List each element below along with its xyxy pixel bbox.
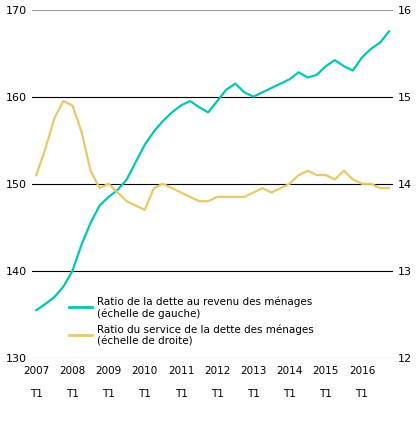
Text: T1: T1 xyxy=(247,389,260,399)
Text: T1: T1 xyxy=(138,389,151,399)
Text: T1: T1 xyxy=(356,389,368,399)
Text: T1: T1 xyxy=(66,389,79,399)
Text: T1: T1 xyxy=(175,389,187,399)
Text: T1: T1 xyxy=(319,389,332,399)
Legend: Ratio de la dette au revenu des ménages
(échelle de gauche), Ratio du service de: Ratio de la dette au revenu des ménages … xyxy=(66,293,317,349)
Text: T1: T1 xyxy=(102,389,115,399)
Text: T1: T1 xyxy=(30,389,43,399)
Text: T1: T1 xyxy=(283,389,296,399)
Text: T1: T1 xyxy=(211,389,224,399)
